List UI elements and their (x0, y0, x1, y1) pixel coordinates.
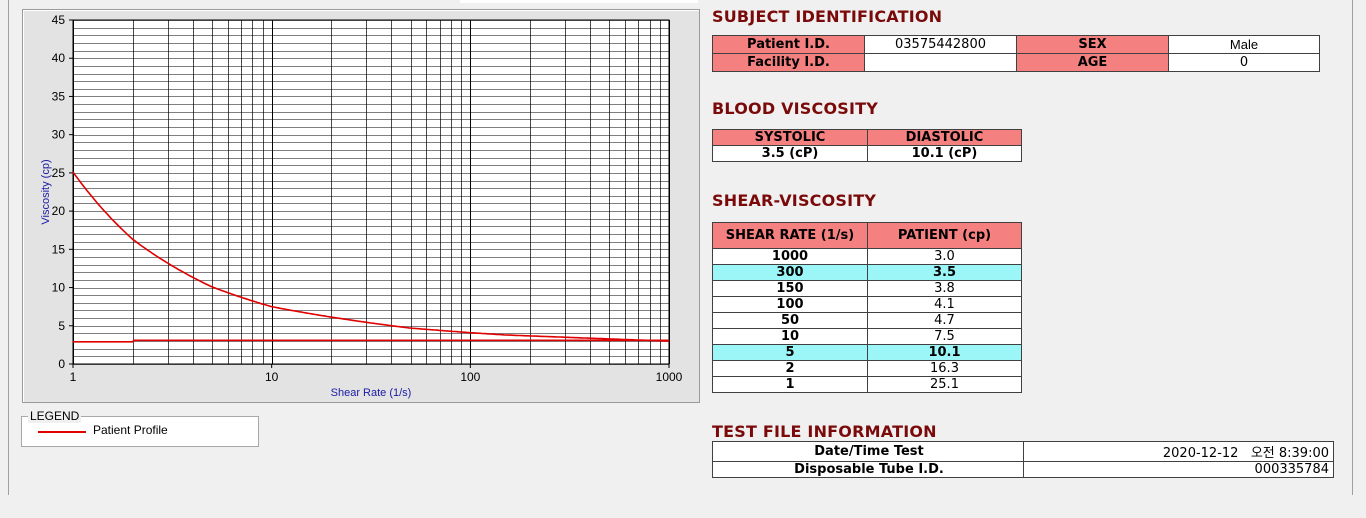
test-file-info-title: TEST FILE INFORMATION (712, 422, 937, 441)
patient-value-cell: 10.1 (867, 344, 1022, 361)
systolic-label: SYSTOLIC (712, 129, 868, 146)
shear-rate-cell: 1000 (712, 248, 868, 265)
age-value: 0 (1168, 53, 1320, 72)
shear-viscosity-title: SHEAR-VISCOSITY (712, 191, 877, 210)
shear-viscosity-table: SHEAR RATE (1/s) PATIENT (cp) 1000 3.0 3… (712, 222, 1022, 393)
y-tick-label: 10 (52, 281, 66, 295)
viscosity-chart-panel: 0 5 10 15 20 25 30 35 40 45 1 10 100 1000 Shear Rate … (22, 9, 700, 403)
shear-rate-cell: 1 (712, 376, 868, 393)
legend-line-swatch (38, 431, 86, 433)
patient-id-label: Patient I.D. (712, 35, 865, 54)
series-line-patient-profile (72, 171, 670, 342)
chart-grid (72, 19, 670, 365)
table-row: 10 7.5 (712, 328, 1022, 345)
legend-label: Patient Profile (93, 423, 168, 437)
window-left-border (0, 0, 9, 495)
shear-rate-cell: 100 (712, 296, 868, 313)
age-label: AGE (1016, 53, 1169, 72)
patient-value-cell: 16.3 (867, 360, 1022, 377)
diastolic-value: 10.1 (cP) (867, 145, 1022, 162)
datetime-label: Date/Time Test (712, 441, 1024, 462)
patient-cp-header: PATIENT (cp) (867, 222, 1022, 249)
table-row: 1000 3.0 (712, 248, 1022, 265)
table-row-highlighted: 5 10.1 (712, 344, 1022, 361)
facility-id-value (864, 53, 1017, 72)
x-tick-label: 100 (460, 370, 480, 384)
patient-value-cell: 7.5 (867, 328, 1022, 345)
x-tick-label: 1000 (656, 370, 683, 384)
datetime-value: 2020-12-12 오전 8:39:00 (1023, 441, 1334, 462)
table-row: 100 4.1 (712, 296, 1022, 313)
tube-id-label: Disposable Tube I.D. (712, 461, 1024, 478)
subject-table: Patient I.D. 03575442800 SEX Male Facili… (712, 35, 1320, 72)
shear-viscosity-chart: 0 5 10 15 20 25 30 35 40 45 1 10 100 1000 Shear Rate … (40, 13, 683, 399)
systolic-value: 3.5 (cP) (712, 145, 868, 162)
y-tick-label: 0 (58, 357, 65, 371)
blood-viscosity-title: BLOOD VISCOSITY (712, 99, 879, 118)
table-row: 150 3.8 (712, 280, 1022, 297)
patient-id-value: 03575442800 (864, 35, 1017, 54)
tube-id-value: 000335784 (1023, 461, 1334, 478)
shear-rate-cell: 50 (712, 312, 868, 329)
shear-rate-cell: 300 (712, 264, 868, 281)
shear-rate-cell: 5 (712, 344, 868, 361)
shear-rate-cell: 150 (712, 280, 868, 297)
table-row: 2 16.3 (712, 360, 1022, 377)
patient-value-cell: 4.1 (867, 296, 1022, 313)
table-row: 1 25.1 (712, 376, 1022, 393)
window-right-border (1352, 0, 1353, 495)
shear-rate-cell: 10 (712, 328, 868, 345)
y-tick-label: 40 (52, 51, 66, 65)
y-tick-label: 25 (52, 166, 66, 180)
legend-title: LEGEND (28, 409, 82, 423)
shear-rate-cell: 2 (712, 360, 868, 377)
x-axis-title: Shear Rate (1/s) (331, 387, 412, 399)
x-tick-label: 10 (265, 370, 279, 384)
table-row: 50 4.7 (712, 312, 1022, 329)
y-tick-label: 45 (52, 13, 66, 27)
patient-value-cell: 25.1 (867, 376, 1022, 393)
chart-series (72, 171, 670, 343)
chart-legend: LEGEND Patient Profile (21, 409, 259, 447)
chart-axes: 0 5 10 15 20 25 30 35 40 45 1 10 100 1000 (52, 13, 683, 384)
shear-rate-header: SHEAR RATE (1/s) (712, 222, 868, 249)
top-tab-strip (460, 0, 698, 3)
x-tick-label: 1 (70, 370, 77, 384)
patient-value-cell: 3.5 (867, 264, 1022, 281)
table-row-highlighted: 300 3.5 (712, 264, 1022, 281)
y-tick-label: 35 (52, 89, 66, 103)
sex-label: SEX (1016, 35, 1169, 54)
subject-identification-title: SUBJECT IDENTIFICATION (712, 7, 943, 26)
patient-value-cell: 3.0 (867, 248, 1022, 265)
plot-area (72, 19, 670, 365)
facility-id-label: Facility I.D. (712, 53, 865, 72)
series-line-baseline (73, 339, 669, 343)
test-file-table: Date/Time Test 2020-12-12 오전 8:39:00 Dis… (712, 441, 1334, 478)
patient-value-cell: 4.7 (867, 312, 1022, 329)
blood-viscosity-table: SYSTOLIC DIASTOLIC 3.5 (cP) 10.1 (cP) (712, 129, 1022, 162)
y-tick-label: 5 (58, 319, 65, 333)
y-axis-title: Viscosity (cp) (40, 159, 52, 224)
status-strip (0, 495, 1366, 518)
y-tick-label: 15 (52, 242, 66, 256)
sex-value: Male (1168, 35, 1320, 54)
patient-value-cell: 3.8 (867, 280, 1022, 297)
y-tick-label: 30 (52, 128, 66, 142)
diastolic-label: DIASTOLIC (867, 129, 1022, 146)
y-tick-label: 20 (52, 204, 66, 218)
